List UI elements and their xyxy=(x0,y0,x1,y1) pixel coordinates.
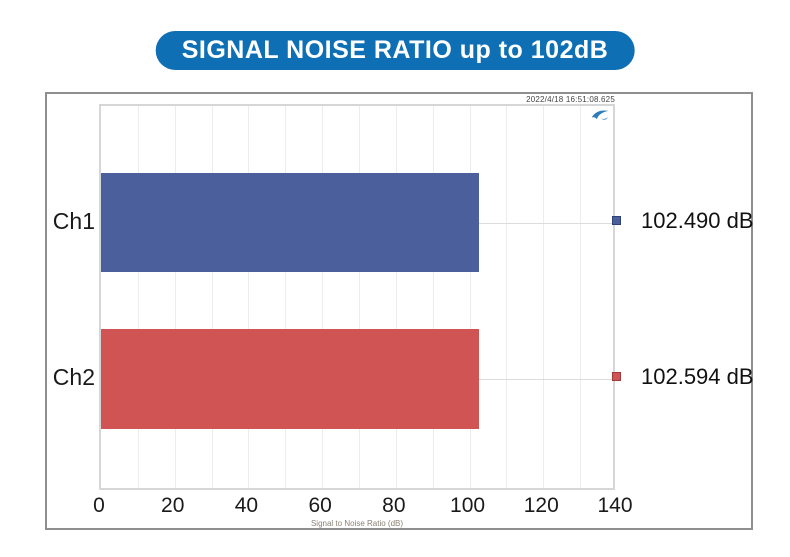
gridline xyxy=(395,106,397,488)
gridline xyxy=(137,106,139,488)
x-tick-label: 80 xyxy=(382,494,406,517)
category-label-ch2: Ch2 xyxy=(52,364,95,390)
legend-marker-ch2 xyxy=(612,372,621,381)
gridline xyxy=(506,106,508,488)
gridline xyxy=(543,106,545,488)
x-tick-label: 60 xyxy=(308,494,332,517)
gridline xyxy=(211,106,213,488)
gridline xyxy=(432,106,434,488)
gridline xyxy=(469,106,471,488)
gridline xyxy=(322,106,324,488)
chart-panel: 2022/4/18 16:51:08.625 Ch1 Ch2 0 20 40 60 80 1… xyxy=(45,92,754,530)
x-axis-title: Signal to Noise Ratio (dB) xyxy=(310,519,404,528)
gridline xyxy=(359,106,360,488)
x-tick-label: 0 xyxy=(93,494,105,517)
x-tick-label: 140 xyxy=(597,494,633,517)
value-label-ch2: 102.594 dB xyxy=(641,364,754,389)
x-tick-label: 120 xyxy=(523,494,559,517)
bar-ch2 xyxy=(101,329,480,429)
plot-area xyxy=(99,104,617,490)
leader-line-ch2 xyxy=(479,379,617,380)
title-banner: SIGNAL NOISE RATIO up to 102dB xyxy=(155,31,635,70)
category-label-ch1: Ch1 xyxy=(52,207,95,234)
legend-marker-ch1 xyxy=(612,215,621,225)
gridline xyxy=(580,106,582,488)
leader-line-ch1 xyxy=(478,222,617,224)
swoosh-logo-icon xyxy=(591,110,609,120)
timestamp: 2022/4/18 16:51:08.625 xyxy=(526,95,615,104)
x-tick-label: 20 xyxy=(161,494,185,517)
x-tick-label: 40 xyxy=(234,494,259,517)
banner-title: SIGNAL NOISE RATIO up to 102dB xyxy=(181,36,609,64)
bar-ch1 xyxy=(101,172,479,273)
value-label-ch1: 102.490 dB xyxy=(641,207,754,233)
gridline xyxy=(285,106,287,488)
gridline xyxy=(174,106,176,488)
gridline xyxy=(248,106,250,488)
x-tick-label: 100 xyxy=(450,494,486,517)
